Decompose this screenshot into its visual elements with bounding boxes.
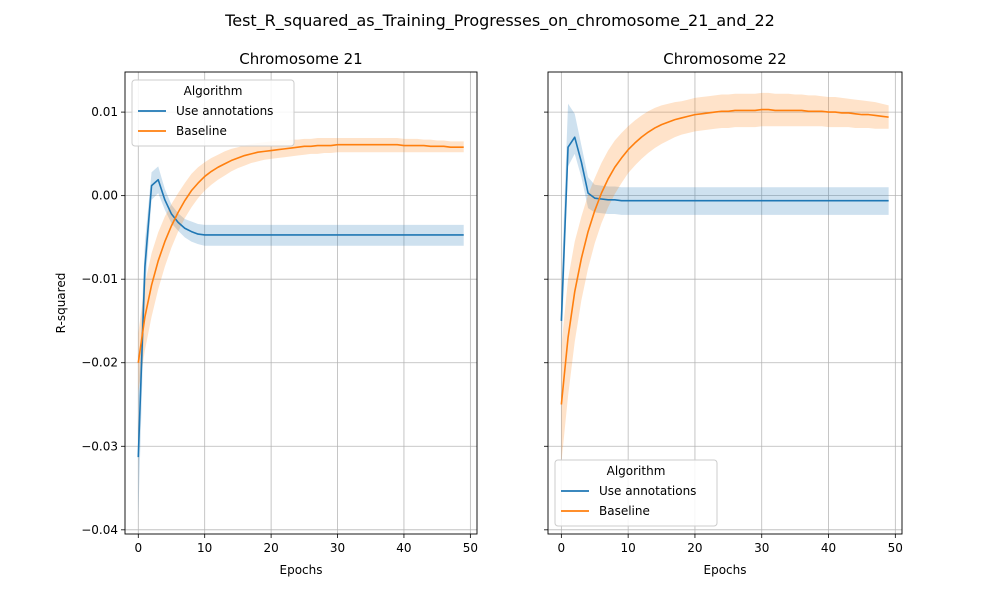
x-tick-label: 50 bbox=[463, 541, 478, 555]
subplot-title: Chromosome 21 bbox=[239, 50, 362, 68]
y-tick-label: −0.02 bbox=[81, 356, 118, 370]
legend-box bbox=[554, 459, 718, 527]
x-axis-label: Epochs bbox=[280, 563, 323, 577]
confidence-band-use-annotations bbox=[138, 166, 464, 518]
plot-area bbox=[125, 72, 477, 534]
x-tick-label: 10 bbox=[621, 541, 636, 555]
legend-label-use-annotations: Use annotations bbox=[176, 104, 273, 118]
axes-frame bbox=[124, 71, 478, 535]
y-tick-label: 0.01 bbox=[91, 105, 118, 119]
legend-label-baseline: Baseline bbox=[176, 124, 227, 138]
y-axis-label: R-squared bbox=[54, 273, 68, 334]
subplot-title: Chromosome 22 bbox=[663, 50, 786, 68]
x-tick-label: 50 bbox=[888, 541, 903, 555]
x-tick-label: 40 bbox=[396, 541, 411, 555]
x-tick-label: 20 bbox=[263, 541, 278, 555]
series-line-baseline bbox=[137, 143, 464, 363]
legend: Algorithm Use annotations Baseline bbox=[131, 79, 295, 147]
legend-label-baseline: Baseline bbox=[599, 504, 650, 518]
y-tick-label: 0.00 bbox=[91, 189, 118, 203]
subplot-chromosome-22: 0 10 20 30 40 50 Chromosome 22 Epochs Algorithm U… bbox=[544, 50, 903, 577]
x-tick-label: 0 bbox=[558, 541, 566, 555]
x-tick-label: 30 bbox=[330, 541, 345, 555]
y-tick-label: −0.01 bbox=[81, 272, 118, 286]
y-tick-label: −0.04 bbox=[81, 523, 118, 537]
y-tick-label: −0.03 bbox=[81, 439, 118, 453]
plot-area bbox=[548, 72, 902, 534]
x-tick-label: 10 bbox=[197, 541, 212, 555]
x-tick-label: 30 bbox=[754, 541, 769, 555]
axes-frame bbox=[547, 71, 903, 535]
subplot-chromosome-21: 0 10 20 30 40 50 −0.04 −0.03 −0.02 −0.01 0.00 0.01 C… bbox=[54, 50, 478, 577]
series-line-use-annotations bbox=[137, 178, 464, 458]
x-tick-label: 0 bbox=[134, 541, 142, 555]
legend-title: Algorithm bbox=[607, 464, 666, 478]
legend-title: Algorithm bbox=[184, 84, 243, 98]
x-tick-label: 20 bbox=[687, 541, 702, 555]
series-line-baseline bbox=[560, 108, 889, 405]
legend: Algorithm Use annotations Baseline bbox=[554, 459, 718, 527]
legend-label-use-annotations: Use annotations bbox=[599, 484, 696, 498]
figure-suptitle: Test_R_squared_as_Training_Progresses_on… bbox=[224, 11, 775, 31]
x-tick-label: 40 bbox=[821, 541, 836, 555]
x-axis-label: Epochs bbox=[704, 563, 747, 577]
legend-box bbox=[131, 79, 295, 147]
series-line-use-annotations bbox=[560, 136, 889, 321]
